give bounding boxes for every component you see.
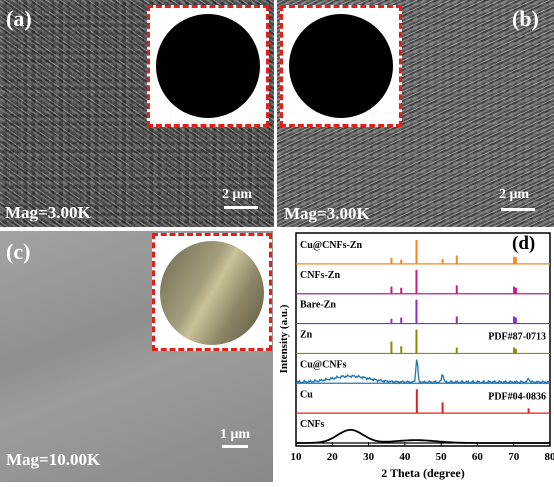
x-tick-label: 40 [399, 451, 411, 463]
sem-panel-a: (a) Mag=3.00K 2 μm [0, 0, 274, 227]
panel-label-a: (a) [6, 6, 32, 32]
x-tick-label: 60 [472, 451, 484, 463]
electrode-disc-b [289, 14, 393, 118]
xrd-chart: (d) Intensity (a.u.) 2 Theta (degree) 10… [276, 231, 554, 482]
inset-photo-b [280, 5, 402, 127]
scale-bar-c [222, 445, 248, 448]
series-label: Cu [300, 389, 313, 400]
inset-photo-a [147, 5, 269, 127]
chart-panel-label: (d) [512, 233, 535, 254]
sem-panel-c: (c) Mag=10.00K 1 μm [0, 231, 273, 482]
x-tick-label: 50 [436, 451, 448, 463]
scale-text-b: 2 μm [499, 187, 529, 203]
x-tick-label: 30 [363, 451, 375, 463]
series-label: Cu@CNFs-Zn [300, 240, 363, 251]
x-tick-label: 80 [545, 451, 554, 463]
magnification-c: Mag=10.00K [6, 450, 100, 470]
series-reference-label: PDF#04-0836 [488, 391, 546, 402]
series-label: Bare-Zn [300, 300, 336, 311]
panel-label-c: (c) [6, 239, 30, 265]
electrode-disc-c [160, 241, 264, 345]
scale-text-a: 2 μm [222, 187, 252, 203]
series-label: Zn [300, 330, 313, 341]
magnification-b: Mag=3.00K [284, 204, 370, 224]
x-tick-label: 10 [291, 451, 303, 463]
x-tick-label: 20 [327, 451, 339, 463]
magnification-a: Mag=3.00K [5, 203, 91, 223]
series-label: CNFs [300, 419, 325, 430]
series-label: CNFs-Zn [300, 270, 340, 281]
sem-panel-b: (b) Mag=3.00K 2 μm [277, 0, 554, 227]
series-label: Cu@CNFs [300, 359, 347, 370]
x-axis-label: 2 Theta (degree) [381, 466, 465, 480]
xrd-plot: (d) Intensity (a.u.) 2 Theta (degree) 10… [276, 231, 554, 482]
y-axis-label: Intensity (a.u.) [278, 304, 290, 373]
scale-bar-a [224, 206, 258, 209]
panel-label-b: (b) [512, 6, 539, 32]
x-tick-label: 70 [508, 451, 520, 463]
electrode-disc-a [156, 14, 260, 118]
series-reference-label: PDF#87-0713 [488, 332, 546, 343]
scale-bar-b [501, 208, 535, 211]
inset-photo-c [152, 233, 272, 351]
scale-text-c: 1 μm [220, 427, 250, 443]
